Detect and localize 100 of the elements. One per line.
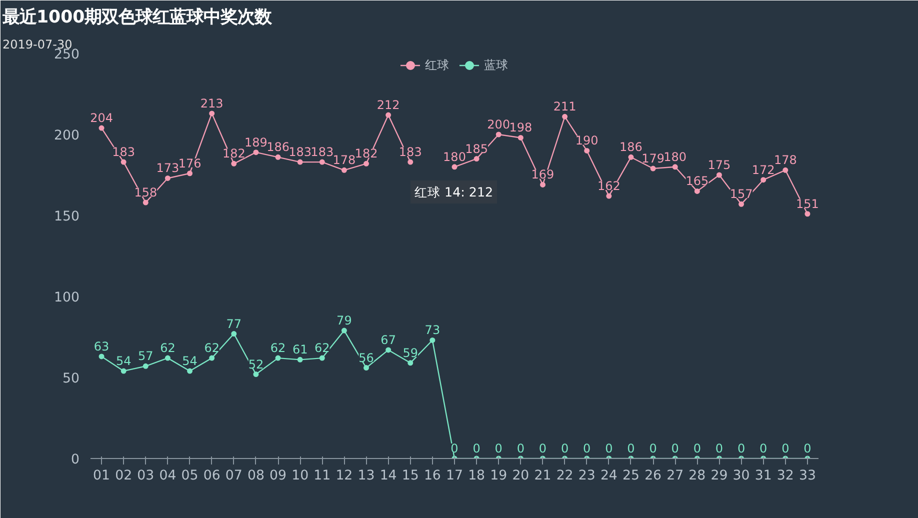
data-label: 56	[358, 350, 374, 365]
x-tick-label: 10	[292, 468, 309, 484]
data-label: 212	[376, 98, 400, 112]
point	[187, 368, 193, 374]
data-label: 162	[597, 179, 620, 194]
x-tick-label: 32	[776, 468, 794, 484]
data-label: 0	[693, 442, 701, 456]
point	[341, 167, 347, 173]
point	[408, 159, 414, 165]
data-label: 62	[204, 341, 220, 356]
x-tick-label: 04	[159, 468, 176, 484]
x-tick-label: 31	[754, 468, 772, 484]
data-label: 54	[116, 354, 132, 368]
x-tick-label: 33	[798, 468, 816, 484]
data-label: 62	[270, 341, 286, 356]
point	[364, 365, 370, 371]
point	[518, 134, 524, 140]
point	[275, 355, 281, 361]
data-label: 173	[156, 161, 180, 176]
data-label: 157	[730, 187, 753, 202]
point	[164, 355, 170, 361]
data-label: 0	[804, 442, 812, 456]
point	[319, 159, 325, 165]
point	[209, 110, 215, 116]
y-tick-label: 250	[54, 48, 80, 62]
y-tick-label: 0	[71, 452, 80, 468]
data-label: 0	[715, 442, 724, 456]
point	[386, 112, 392, 118]
x-tick-label: 26	[644, 468, 662, 484]
x-tick-label: 11	[314, 468, 331, 484]
point	[164, 175, 170, 181]
data-label: 169	[531, 168, 554, 182]
y-tick-label: 150	[54, 210, 80, 224]
data-label: 180	[664, 150, 687, 164]
x-tick-label: 01	[93, 468, 110, 484]
point	[716, 172, 722, 178]
data-label: 0	[538, 442, 547, 456]
point	[120, 368, 126, 374]
x-tick-label: 23	[578, 468, 596, 484]
data-label: 63	[94, 339, 110, 354]
data-label: 158	[134, 186, 158, 200]
x-tick-label: 08	[247, 468, 264, 484]
y-tick-label: 200	[54, 128, 80, 144]
data-label: 0	[560, 442, 569, 456]
data-label: 200	[487, 118, 510, 132]
x-tick-label: 09	[270, 468, 287, 484]
data-label: 211	[553, 100, 576, 114]
data-label: 204	[90, 111, 113, 126]
point	[142, 363, 148, 369]
data-label: 182	[222, 146, 246, 161]
data-label: 198	[509, 120, 532, 135]
data-label: 61	[292, 342, 308, 357]
x-tick-label: 06	[203, 468, 220, 484]
chart-title: 最近1000期双色球红蓝球中奖次数	[2, 8, 273, 28]
data-label: 0	[494, 442, 502, 456]
point	[187, 170, 193, 176]
data-label: 67	[380, 332, 396, 347]
x-tick-label: 14	[380, 468, 397, 484]
point	[231, 160, 237, 166]
x-tick-label: 15	[402, 468, 419, 484]
x-tick-label: 24	[600, 468, 618, 484]
data-label: 176	[178, 156, 202, 170]
data-label: 62	[314, 341, 330, 356]
point	[142, 200, 148, 206]
point	[606, 193, 612, 199]
point	[253, 150, 259, 156]
x-tick-label: 25	[622, 468, 640, 484]
point	[584, 148, 590, 154]
data-label: 0	[627, 442, 635, 456]
point	[496, 132, 502, 138]
x-tick-label: 07	[225, 468, 242, 484]
point	[782, 167, 788, 173]
data-label: 0	[450, 442, 458, 456]
data-label: 179	[642, 152, 664, 166]
point	[408, 360, 414, 366]
point	[386, 347, 392, 353]
data-label: 183	[310, 145, 334, 160]
data-label: 62	[160, 341, 176, 356]
point	[452, 164, 458, 170]
x-tick-label: 21	[534, 468, 552, 484]
point	[650, 166, 656, 172]
point	[694, 188, 700, 194]
x-tick-label: 18	[468, 468, 486, 484]
x-tick-label: 19	[490, 468, 508, 484]
point	[120, 159, 126, 165]
data-label: 183	[398, 145, 422, 160]
point	[341, 328, 347, 334]
point	[540, 182, 546, 188]
data-label: 175	[708, 158, 731, 172]
x-tick-label: 20	[512, 468, 530, 484]
point	[672, 164, 678, 170]
x-tick-label: 17	[446, 468, 463, 484]
x-tick-label: 22	[556, 468, 574, 484]
data-label: 165	[686, 174, 709, 188]
data-label: 0	[671, 442, 679, 456]
point	[364, 160, 370, 166]
data-label: 151	[796, 196, 819, 211]
x-tick-label: 13	[358, 468, 375, 484]
data-label: 73	[424, 323, 440, 338]
data-label: 52	[248, 357, 264, 372]
